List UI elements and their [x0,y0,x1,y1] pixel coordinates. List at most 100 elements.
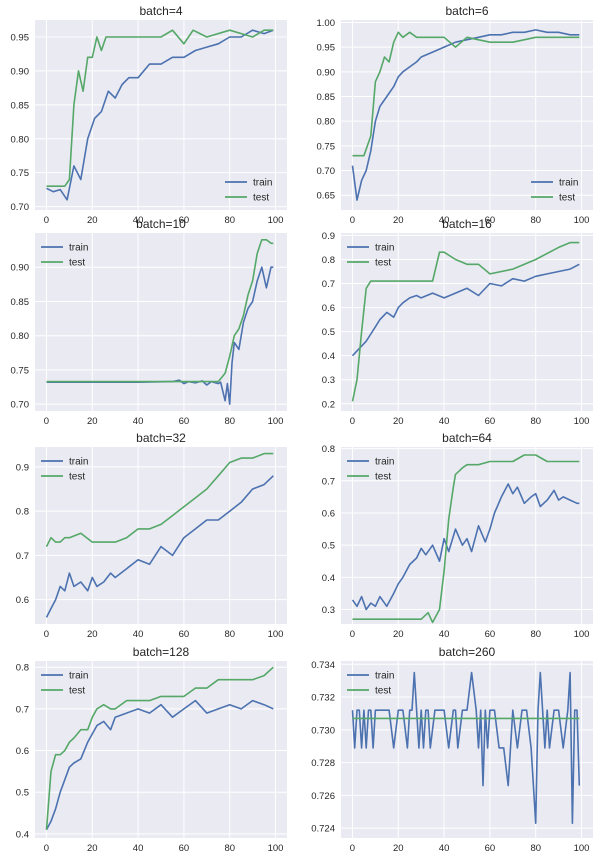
series-line-test [45,666,274,830]
x-tick-label: 100 [268,843,284,854]
x-tick-label: 80 [224,843,235,854]
plot-area [341,447,593,624]
y-tick-label: 0.3 [322,605,335,616]
legend-label-test: test [253,193,269,204]
y-tick-label: 0.90 [317,67,336,78]
subplot-4: batch=16 0 20 40 60 80 100 0.2 0.3 0.4 0.5 0.6 0.7 0.… [322,217,593,427]
subplot-title: batch=260 [439,645,496,659]
x-tick-label: 60 [485,416,496,427]
legend: train test [41,671,88,697]
subplot-title: batch=128 [133,645,190,659]
y-tick-label: 0.95 [317,43,336,54]
y-tick-label: 0.70 [317,166,336,177]
subplot-5: batch=32 0 20 40 60 80 100 0.6 0.7 0.8 0.9 train tes… [16,431,287,640]
legend: train test [347,671,394,697]
legend-label-test: test [375,472,391,483]
y-tick-label: 0.95 [11,32,30,43]
x-tick-label: 40 [133,843,144,854]
y-tick-label: 0.728 [311,758,335,769]
y-tick-label: 0.4 [322,573,335,584]
legend-label-test: test [559,193,575,204]
x-tick-label: 20 [87,215,98,226]
y-tick-label: 0.80 [11,134,30,145]
x-tick-label: 60 [485,215,496,226]
x-tick-label: 40 [439,215,450,226]
y-tick-label: 0.6 [322,303,335,314]
x-tick-label: 60 [179,843,190,854]
x-tick-label: 40 [439,416,450,427]
legend-label-test: test [375,686,391,697]
subplot-title: batch=10 [136,217,186,231]
y-tick-label: 0.4 [322,351,335,362]
y-tick-label: 0.75 [11,365,30,376]
series-line-train [351,483,580,611]
x-tick-label: 40 [439,843,450,854]
x-tick-label: 0 [350,629,355,640]
legend-label-test: test [375,258,391,269]
y-tick-label: 0.732 [311,693,335,704]
x-tick-label: 60 [179,215,190,226]
series-line-train [45,699,274,831]
legend-label-train: train [253,178,272,189]
x-tick-label: 60 [179,416,190,427]
legend-label-test: test [69,472,85,483]
legend-label-train: train [375,671,394,682]
x-tick-label: 100 [268,416,284,427]
plot-area [35,661,287,838]
subplot-2: batch=6 0 20 40 60 80 100 0.65 0.70 0.75 0.80 0.85 0… [317,4,593,226]
x-tick-label: 80 [530,416,541,427]
x-tick-label: 40 [133,416,144,427]
series-line-train [46,29,274,201]
series-line-test [352,454,580,624]
y-tick-label: 0.85 [317,92,336,103]
series-line-test [351,241,580,402]
legend: train test [531,178,578,204]
y-tick-label: 0.7 [16,551,29,562]
y-tick-label: 0.9 [16,462,29,473]
legend-label-train: train [69,457,88,468]
y-tick-label: 0.5 [16,788,29,799]
y-tick-label: 0.80 [317,117,336,128]
x-tick-label: 80 [530,215,541,226]
subplot-title: batch=64 [442,431,492,445]
series-line-test [46,29,274,187]
y-tick-label: 0.65 [317,191,336,202]
x-tick-label: 60 [485,843,496,854]
x-tick-label: 40 [439,629,450,640]
series-line-test [45,452,274,547]
y-tick-label: 0.7 [322,279,335,290]
series-line-train [45,475,274,618]
legend: train test [41,243,88,269]
y-tick-label: 1.00 [317,18,336,29]
series-line-test [46,239,274,383]
series-line-test [352,31,580,157]
x-tick-label: 20 [393,843,404,854]
y-tick-label: 0.70 [11,400,30,411]
x-tick-label: 20 [393,215,404,226]
y-tick-label: 0.6 [16,595,29,606]
y-tick-label: 0.2 [322,399,335,410]
y-tick-label: 0.80 [11,331,30,342]
plot-area [341,233,593,411]
y-tick-label: 0.75 [11,168,30,179]
y-tick-label: 0.90 [11,263,30,274]
legend-label-train: train [375,243,394,254]
legend: train test [41,457,88,483]
plot-area [341,20,593,210]
legend: train test [347,457,394,483]
plot-area [341,661,593,838]
y-tick-label: 0.8 [16,507,29,518]
y-tick-label: 0.9 [322,231,335,242]
x-tick-label: 20 [87,629,98,640]
plot-area [35,20,287,210]
subplot-1: batch=4 0 20 40 60 80 100 0.70 0.75 0.80 0.85 0.90 0… [11,4,287,226]
y-tick-label: 0.85 [11,297,30,308]
subplot-title: batch=16 [442,217,492,231]
y-tick-label: 0.6 [16,746,29,757]
legend-label-train: train [375,457,394,468]
x-tick-label: 100 [268,215,284,226]
x-tick-label: 0 [350,416,355,427]
y-tick-label: 0.730 [311,725,335,736]
x-tick-label: 80 [224,215,235,226]
